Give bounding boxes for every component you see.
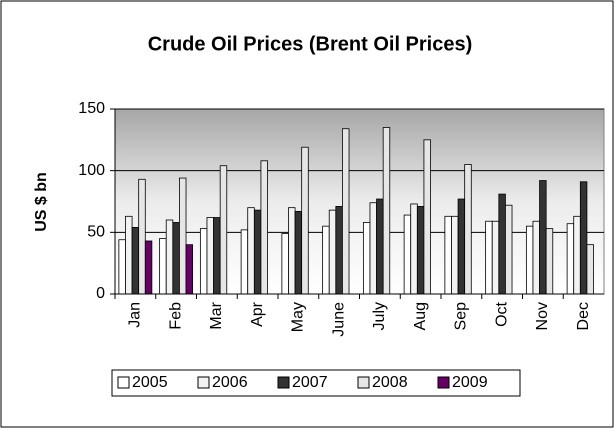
bar <box>179 177 187 295</box>
bar <box>376 198 384 295</box>
legend-swatch <box>357 376 370 389</box>
legend-label: 2009 <box>452 374 488 391</box>
bar <box>301 146 309 295</box>
x-tick-label: Apr <box>249 301 266 327</box>
y-tick-label: 50 <box>87 224 105 241</box>
bar <box>213 217 221 295</box>
legend-swatch <box>197 376 210 389</box>
y-tick-label: 100 <box>78 162 105 179</box>
bar <box>532 220 540 295</box>
bar <box>125 215 133 295</box>
legend-label: 2005 <box>132 374 168 391</box>
legend-label: 2006 <box>212 374 248 391</box>
bar <box>457 198 466 295</box>
plot-area <box>114 108 605 295</box>
x-tick-label: June <box>330 302 347 337</box>
bar <box>240 229 249 295</box>
bar <box>165 219 174 295</box>
legend-label: 2007 <box>292 374 328 391</box>
bar <box>539 180 547 295</box>
bar <box>464 164 472 295</box>
x-tick-label: Dec <box>575 302 592 330</box>
bar <box>362 222 371 295</box>
y-axis-label: US $ bn <box>33 172 50 232</box>
bar <box>138 178 146 295</box>
bar <box>118 239 126 295</box>
bar <box>485 220 493 295</box>
x-tick-label: Oct <box>493 301 510 326</box>
x-tick-label: July <box>371 302 388 330</box>
bar <box>342 128 350 295</box>
x-tick-label: Nov <box>534 302 551 330</box>
bar <box>545 228 554 295</box>
bar <box>260 160 268 295</box>
bar <box>410 203 418 295</box>
legend-swatch <box>437 376 450 389</box>
y-tick-label: 150 <box>78 100 105 117</box>
bar <box>451 215 459 295</box>
legend-swatch <box>117 376 130 389</box>
bar <box>322 225 330 295</box>
bar <box>294 210 303 295</box>
bar <box>288 207 296 295</box>
bar <box>172 222 180 295</box>
bar <box>219 165 228 295</box>
bar <box>253 209 262 295</box>
bar <box>199 228 208 295</box>
bar <box>159 238 167 295</box>
x-tick-label: Aug <box>412 302 429 330</box>
x-tick-label: Jan <box>127 302 144 328</box>
bar <box>335 206 343 295</box>
bar <box>131 226 140 295</box>
bar <box>328 209 337 295</box>
bar <box>416 206 425 295</box>
bar <box>573 215 581 295</box>
bar <box>525 225 534 295</box>
x-tick-label: Feb <box>167 302 184 330</box>
chart-title: Crude Oil Prices (Brent Oil Prices) <box>148 33 473 55</box>
bar <box>579 181 588 295</box>
bar <box>369 202 377 295</box>
bar <box>586 244 594 295</box>
legend-swatch <box>277 376 290 389</box>
x-tick-label: Mar <box>208 301 225 329</box>
bar <box>247 207 255 295</box>
bar <box>566 223 575 295</box>
bar <box>144 240 153 295</box>
legend <box>111 369 521 397</box>
bar <box>281 233 289 295</box>
legend-label: 2008 <box>372 374 408 391</box>
bar <box>382 127 391 295</box>
y-tick-label: 0 <box>96 285 105 302</box>
bar <box>505 204 513 295</box>
bar <box>206 217 214 295</box>
bar <box>423 139 431 295</box>
bar <box>403 214 412 295</box>
bar <box>491 220 500 295</box>
x-tick-label: May <box>290 302 307 332</box>
bar <box>185 244 194 295</box>
bar <box>498 193 506 295</box>
bar <box>444 215 452 295</box>
x-tick-label: Sep <box>453 302 470 331</box>
